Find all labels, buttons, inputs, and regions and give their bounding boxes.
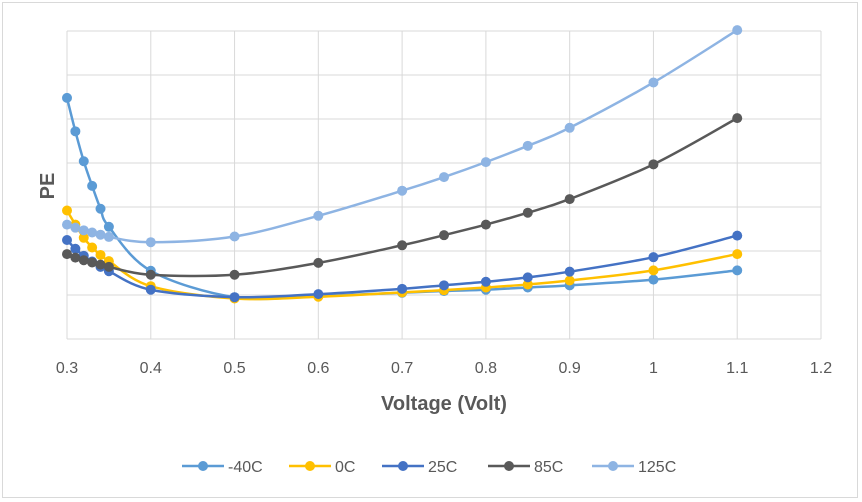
data-point: [87, 180, 98, 191]
data-point: [145, 269, 156, 280]
data-point: [62, 249, 72, 260]
data-point: [564, 194, 575, 205]
x-tick-labels: 0.3 0.4 0.5 0.6 0.7 0.8 0.9 1 1.1 1.2: [56, 360, 832, 377]
data-point: [78, 225, 89, 236]
series-layer: [62, 25, 743, 304]
legend-label: 85C: [534, 459, 563, 476]
data-point: [648, 77, 659, 88]
data-point: [564, 122, 575, 133]
data-point: [95, 259, 106, 270]
data-point: [62, 92, 72, 103]
data-point: [103, 231, 114, 242]
data-point: [229, 269, 240, 280]
data-point: [439, 280, 449, 291]
legend-item--40C: -40C: [182, 459, 263, 476]
data-point: [87, 227, 98, 238]
series-85C: [62, 113, 743, 280]
data-point: [70, 222, 81, 233]
data-point: [480, 276, 491, 287]
data-point: [648, 159, 659, 170]
data-point: [522, 140, 533, 151]
data-point: [732, 230, 743, 241]
data-point: [522, 279, 533, 290]
data-point: [62, 219, 72, 230]
data-point: [397, 283, 408, 294]
data-point: [313, 289, 324, 300]
data-point: [62, 205, 72, 216]
legend-marker: [608, 461, 618, 471]
legend-label: 0C: [335, 459, 355, 476]
data-point: [397, 185, 408, 196]
data-point: [229, 292, 240, 303]
data-point: [732, 113, 743, 124]
series-125C: [62, 25, 743, 248]
data-point: [732, 249, 743, 260]
data-point: [229, 231, 240, 242]
data-point: [62, 235, 72, 245]
data-point: [78, 156, 89, 167]
x-tick-label: 0.8: [475, 360, 497, 377]
x-tick-label: 1.2: [810, 360, 832, 377]
legend-item-25C: 25C: [382, 459, 457, 476]
legend-label: -40C: [228, 459, 263, 476]
data-point: [732, 25, 743, 36]
data-point: [480, 219, 491, 230]
legend-marker: [398, 461, 408, 471]
legend-item-85C: 85C: [488, 459, 563, 476]
data-point: [397, 240, 408, 251]
data-point: [648, 274, 659, 285]
legend-marker: [504, 461, 514, 471]
data-point: [522, 207, 533, 218]
data-point: [95, 229, 106, 240]
legend-marker: [305, 461, 315, 471]
x-tick-label: 0.6: [307, 360, 329, 377]
x-tick-label: 1: [649, 360, 658, 377]
data-point: [145, 284, 156, 295]
data-point: [103, 221, 114, 232]
data-point: [732, 265, 743, 276]
data-point: [313, 257, 324, 268]
data-point: [78, 255, 89, 266]
data-point: [648, 252, 659, 263]
x-tick-label: 0.4: [140, 360, 162, 377]
data-point: [439, 172, 449, 183]
y-axis-title: PE: [37, 173, 59, 200]
x-tick-label: 0.3: [56, 360, 78, 377]
data-point: [564, 275, 575, 286]
data-point: [70, 243, 81, 254]
data-point: [95, 203, 106, 214]
legend-label: 125C: [638, 459, 676, 476]
data-point: [87, 242, 98, 253]
data-point: [70, 126, 81, 137]
legend: -40C 0C 25C 85C 125C: [182, 459, 676, 476]
data-point: [564, 266, 575, 277]
data-point: [95, 249, 106, 260]
data-point: [522, 272, 533, 283]
data-point: [439, 230, 449, 241]
legend-item-0C: 0C: [289, 459, 355, 476]
x-tick-label: 1.1: [726, 360, 748, 377]
data-point: [648, 265, 659, 276]
x-tick-label: 0.9: [559, 360, 581, 377]
legend-marker: [198, 461, 208, 471]
data-point: [145, 237, 156, 248]
x-axis-title: Voltage (Volt): [381, 393, 507, 415]
data-point: [70, 252, 81, 263]
x-tick-label: 0.7: [391, 360, 413, 377]
legend-label: 25C: [428, 459, 457, 476]
x-tick-label: 0.5: [223, 360, 245, 377]
data-point: [480, 157, 491, 168]
data-point: [313, 210, 324, 221]
data-point: [78, 232, 89, 243]
data-point: [87, 257, 98, 268]
data-point: [103, 261, 114, 272]
legend-item-125C: 125C: [592, 459, 676, 476]
